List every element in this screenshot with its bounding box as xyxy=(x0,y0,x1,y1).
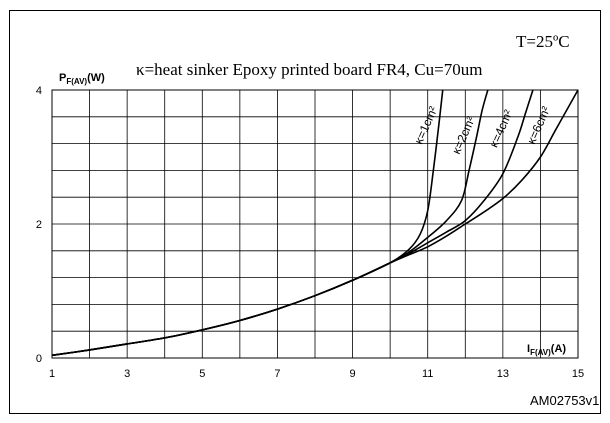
series-label-4: κ=6cm² xyxy=(524,104,553,146)
x-tick-label: 9 xyxy=(350,368,356,380)
grid xyxy=(52,90,578,358)
x-tick-label: 3 xyxy=(124,368,130,380)
x-tick-label: 11 xyxy=(422,368,433,380)
x-axis-label: IF(AV)(A) xyxy=(527,343,566,357)
series-line-1 xyxy=(51,89,444,357)
x-tick-label: 7 xyxy=(274,368,280,380)
chart-title: κ=heat sinker Epoxy printed board FR4, C… xyxy=(136,60,482,79)
x-tick-label: 5 xyxy=(199,368,205,380)
x-axis-label-main: I xyxy=(527,343,530,355)
y-axis-label-sub: F(AV) xyxy=(66,77,87,86)
curves xyxy=(51,89,579,357)
plot-border xyxy=(51,89,579,359)
x-tick-label: 15 xyxy=(572,368,584,380)
x-axis-label-sub: F(AV) xyxy=(530,348,551,357)
y-axis-label-unit: (W) xyxy=(87,72,105,84)
y-tick-label: 4 xyxy=(36,85,42,97)
reference-code: AM02753v1 xyxy=(530,393,599,408)
condition-label: T=25ºC xyxy=(516,32,570,51)
y-tick-label: 2 xyxy=(36,219,42,231)
x-axis-label-unit: (A) xyxy=(551,343,567,355)
series-line-4 xyxy=(51,89,579,357)
y-axis-label: PF(AV)(W) xyxy=(59,72,105,86)
y-tick-label: 0 xyxy=(36,353,42,365)
series-label-1: κ=1cm² xyxy=(411,104,440,146)
y-axis-label-main: P xyxy=(59,72,66,84)
x-tick-label: 13 xyxy=(497,368,509,380)
x-tick-label: 1 xyxy=(49,368,55,380)
